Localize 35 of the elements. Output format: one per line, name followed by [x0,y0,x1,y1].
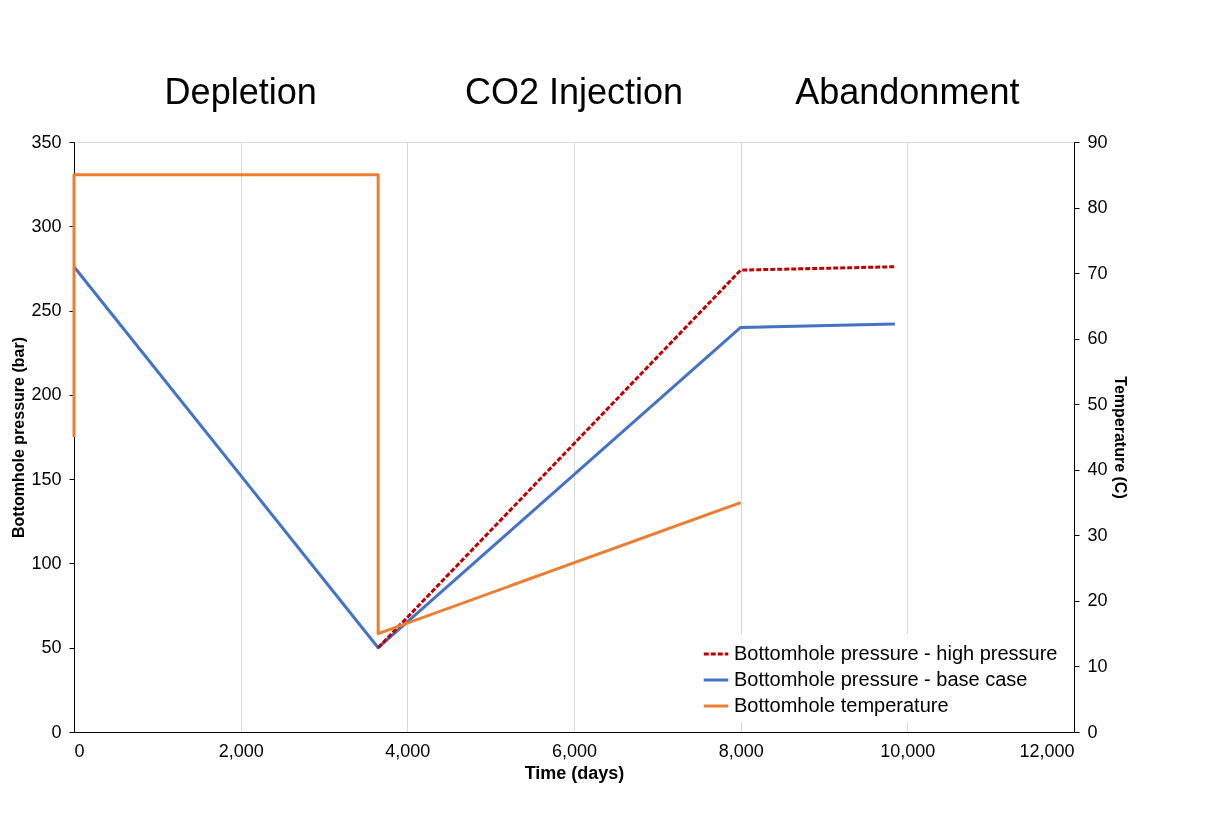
legend-label: Bottomhole pressure - base case [734,668,1028,690]
x-tick-label: 4,000 [385,740,431,761]
y-tick-label: 350 [31,131,62,152]
legend-label: Bottomhole temperature [734,694,949,716]
line-series [72,173,743,636]
y2-axis-title: Temperature (C) [1111,376,1129,499]
x-tick-label: 10,000 [880,740,936,761]
x-tick-label: 6,000 [551,740,598,761]
y2-tick-label: 30 [1087,524,1108,545]
y2-tick-label: 10 [1087,655,1108,676]
x-tick-label: 12,000 [1019,740,1075,761]
y2-tick-label: 90 [1087,131,1108,152]
x-tick-label: 0 [74,740,85,761]
y2-tick-label: 0 [1087,721,1098,742]
x-tick-label: 2,000 [218,740,264,761]
y-tick-label: 300 [31,215,62,236]
y2-tick-label: 70 [1087,262,1108,283]
y2-tick-label: 60 [1087,328,1108,349]
text: Depletion [164,71,317,112]
x-axis-title: Time (days) [524,762,625,783]
y-axis-title: Bottomhole pressure (bar) [10,337,28,538]
x-tick-label: 8,000 [718,740,764,761]
legend-label: Bottomhole pressure - high pressure [734,642,1058,664]
y2-tick-label: 80 [1087,197,1108,218]
y-tick-label: 150 [31,468,62,489]
y2-tick-label: 50 [1087,393,1108,414]
y-tick-label: 200 [31,384,62,405]
y-tick-label: 100 [31,552,62,573]
text: Abandonment [795,71,1020,112]
y-tick-label: 50 [41,637,62,658]
y-tick-label: 0 [51,721,62,742]
y2-tick-label: 20 [1087,590,1108,611]
y-tick-label: 250 [31,300,62,321]
text: CO2 Injection [464,71,684,112]
y2-tick-label: 40 [1087,459,1108,480]
